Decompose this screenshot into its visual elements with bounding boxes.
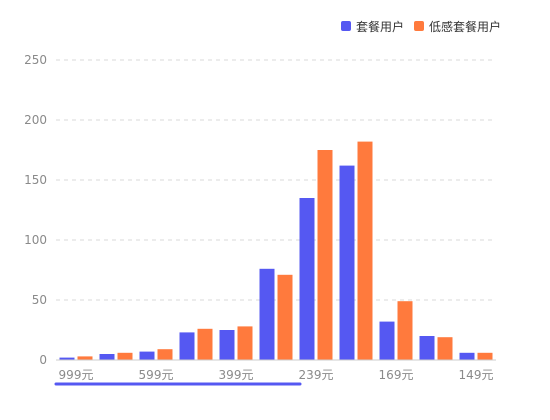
bar-series-2[interactable] xyxy=(317,150,333,360)
bars xyxy=(59,141,493,360)
x-tick-label: 149元 xyxy=(459,368,494,382)
bar-series-2[interactable] xyxy=(237,326,253,360)
bar-series-2[interactable] xyxy=(437,337,453,360)
bar-series-1[interactable] xyxy=(379,321,395,360)
bar-series-1[interactable] xyxy=(299,198,315,360)
y-tick-label: 0 xyxy=(39,353,47,367)
grid-lines xyxy=(56,59,496,301)
bar-series-2[interactable] xyxy=(357,141,373,360)
bar-series-1[interactable] xyxy=(99,354,115,360)
x-tick-label: 399元 xyxy=(219,368,254,382)
bar-series-2[interactable] xyxy=(117,352,133,360)
bar-series-2[interactable] xyxy=(477,352,493,360)
bar-series-1[interactable] xyxy=(59,357,75,360)
legend: 套餐用户 低感套餐用户 xyxy=(341,19,501,34)
legend-swatch-series-1 xyxy=(341,21,351,31)
y-tick-label: 150 xyxy=(24,173,47,187)
y-tick-label: 50 xyxy=(32,293,47,307)
bar-series-1[interactable] xyxy=(259,268,275,360)
legend-label-series-2: 低感套餐用户 xyxy=(429,19,501,34)
bar-series-1[interactable] xyxy=(179,332,195,360)
y-axis-ticks: 0 50 100 150 200 250 xyxy=(24,53,47,367)
bar-series-1[interactable] xyxy=(339,165,355,360)
x-tick-label: 239元 xyxy=(299,368,334,382)
legend-label-series-1: 套餐用户 xyxy=(356,19,404,34)
bar-series-2[interactable] xyxy=(397,301,413,360)
legend-swatch-series-2 xyxy=(414,21,424,31)
legend-item-series-1[interactable]: 套餐用户 xyxy=(341,19,404,34)
x-tick-label: 599元 xyxy=(139,368,174,382)
y-tick-label: 250 xyxy=(24,53,47,67)
x-tick-label: 169元 xyxy=(379,368,414,382)
y-tick-label: 100 xyxy=(24,233,47,247)
bar-series-2[interactable] xyxy=(277,274,293,360)
bar-series-2[interactable] xyxy=(197,328,213,360)
y-tick-label: 200 xyxy=(24,113,47,127)
x-axis-ticks: 999元 599元 399元 239元 169元 149元 xyxy=(59,368,494,382)
legend-item-series-2[interactable]: 低感套餐用户 xyxy=(414,19,501,34)
bar-series-1[interactable] xyxy=(219,330,235,360)
bar-series-2[interactable] xyxy=(157,349,173,360)
bar-series-1[interactable] xyxy=(419,336,435,360)
x-tick-label: 999元 xyxy=(59,368,94,382)
bar-series-1[interactable] xyxy=(139,351,155,360)
bar-series-2[interactable] xyxy=(77,356,93,360)
bar-series-1[interactable] xyxy=(459,352,475,360)
